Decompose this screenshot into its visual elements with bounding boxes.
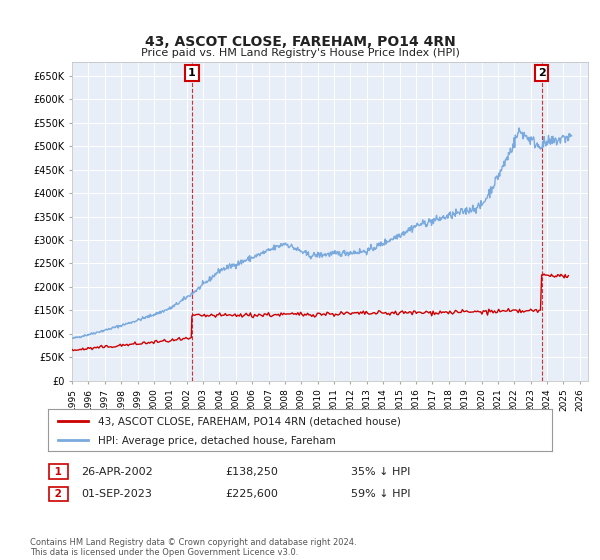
- Text: £225,600: £225,600: [225, 489, 278, 499]
- Text: 43, ASCOT CLOSE, FAREHAM, PO14 4RN: 43, ASCOT CLOSE, FAREHAM, PO14 4RN: [145, 35, 455, 49]
- Text: 1: 1: [188, 68, 196, 78]
- Text: £138,250: £138,250: [225, 466, 278, 477]
- Text: 35% ↓ HPI: 35% ↓ HPI: [351, 466, 410, 477]
- Text: 43, ASCOT CLOSE, FAREHAM, PO14 4RN (detached house): 43, ASCOT CLOSE, FAREHAM, PO14 4RN (deta…: [98, 417, 401, 426]
- Text: 2: 2: [538, 68, 545, 78]
- Text: Contains HM Land Registry data © Crown copyright and database right 2024.
This d: Contains HM Land Registry data © Crown c…: [30, 538, 356, 557]
- Text: Price paid vs. HM Land Registry's House Price Index (HPI): Price paid vs. HM Land Registry's House …: [140, 48, 460, 58]
- Text: HPI: Average price, detached house, Fareham: HPI: Average price, detached house, Fare…: [98, 436, 336, 446]
- Text: 1: 1: [51, 466, 65, 477]
- Text: 01-SEP-2023: 01-SEP-2023: [81, 489, 152, 499]
- Text: 59% ↓ HPI: 59% ↓ HPI: [351, 489, 410, 499]
- Text: 2: 2: [51, 489, 65, 499]
- Text: 26-APR-2002: 26-APR-2002: [81, 466, 153, 477]
